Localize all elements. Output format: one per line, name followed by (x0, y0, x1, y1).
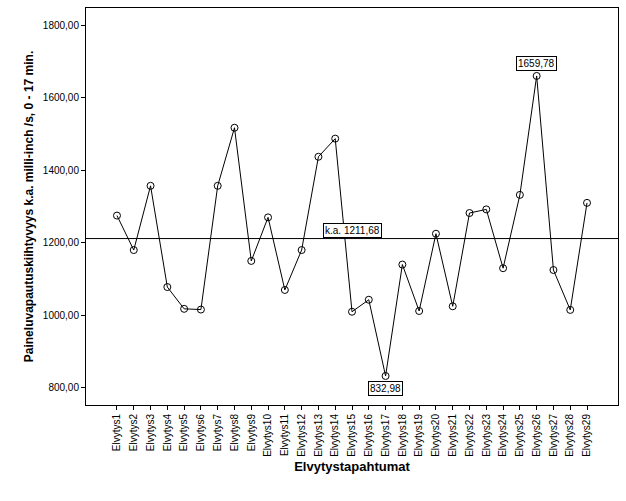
svg-text:1200,00: 1200,00 (43, 237, 80, 248)
svg-text:Elvytys18: Elvytys18 (397, 414, 408, 457)
svg-text:Elvytys3: Elvytys3 (145, 414, 156, 452)
svg-text:Elvytys25: Elvytys25 (514, 414, 525, 457)
svg-text:Elvytys26: Elvytys26 (531, 414, 542, 457)
svg-text:Elvytys8: Elvytys8 (229, 414, 240, 452)
svg-text:1659,78: 1659,78 (518, 58, 555, 69)
svg-text:Elvytys4: Elvytys4 (162, 414, 173, 452)
svg-text:Elvytys23: Elvytys23 (481, 414, 492, 457)
svg-text:Elvytys1: Elvytys1 (111, 414, 122, 452)
svg-text:Elvytys16: Elvytys16 (363, 414, 374, 457)
svg-text:Elvytys14: Elvytys14 (329, 414, 340, 457)
svg-text:Elvytys27: Elvytys27 (548, 414, 559, 457)
svg-text:800,00: 800,00 (48, 382, 79, 393)
svg-text:Elvytys24: Elvytys24 (497, 414, 508, 457)
svg-text:832,98: 832,98 (370, 383, 401, 394)
svg-text:1400,00: 1400,00 (43, 165, 80, 176)
svg-text:Elvytys22: Elvytys22 (464, 414, 475, 457)
svg-text:Elvytys19: Elvytys19 (413, 414, 424, 457)
svg-text:Elvytys12: Elvytys12 (296, 414, 307, 457)
svg-text:Elvytys21: Elvytys21 (447, 414, 458, 457)
svg-text:Elvytys2: Elvytys2 (128, 414, 139, 452)
svg-text:Elvytys13: Elvytys13 (313, 414, 324, 457)
svg-text:Elvytystapahtumat: Elvytystapahtumat (294, 459, 410, 474)
svg-text:Elvytys6: Elvytys6 (195, 414, 206, 452)
svg-text:Elvytys9: Elvytys9 (246, 414, 257, 452)
svg-text:1600,00: 1600,00 (43, 92, 80, 103)
svg-text:Elvytys11: Elvytys11 (279, 414, 290, 456)
svg-text:Elvytys15: Elvytys15 (346, 414, 357, 457)
svg-text:Elvytys29: Elvytys29 (581, 414, 592, 457)
svg-text:Elvytys17: Elvytys17 (380, 414, 391, 457)
svg-text:k.a. 1211,68: k.a. 1211,68 (325, 225, 380, 236)
svg-text:Elvytys20: Elvytys20 (430, 414, 441, 457)
svg-text:Elvytys5: Elvytys5 (178, 414, 189, 452)
svg-text:Paineluvapautuskiihtyvyys k.a.: Paineluvapautuskiihtyvyys k.a. milli-inc… (22, 51, 36, 362)
svg-text:1800,00: 1800,00 (43, 20, 80, 31)
svg-text:Elvytys28: Elvytys28 (564, 414, 575, 457)
svg-text:Elvytys7: Elvytys7 (212, 414, 223, 452)
svg-text:Elvytys10: Elvytys10 (262, 414, 273, 457)
svg-text:1000,00: 1000,00 (43, 310, 80, 321)
